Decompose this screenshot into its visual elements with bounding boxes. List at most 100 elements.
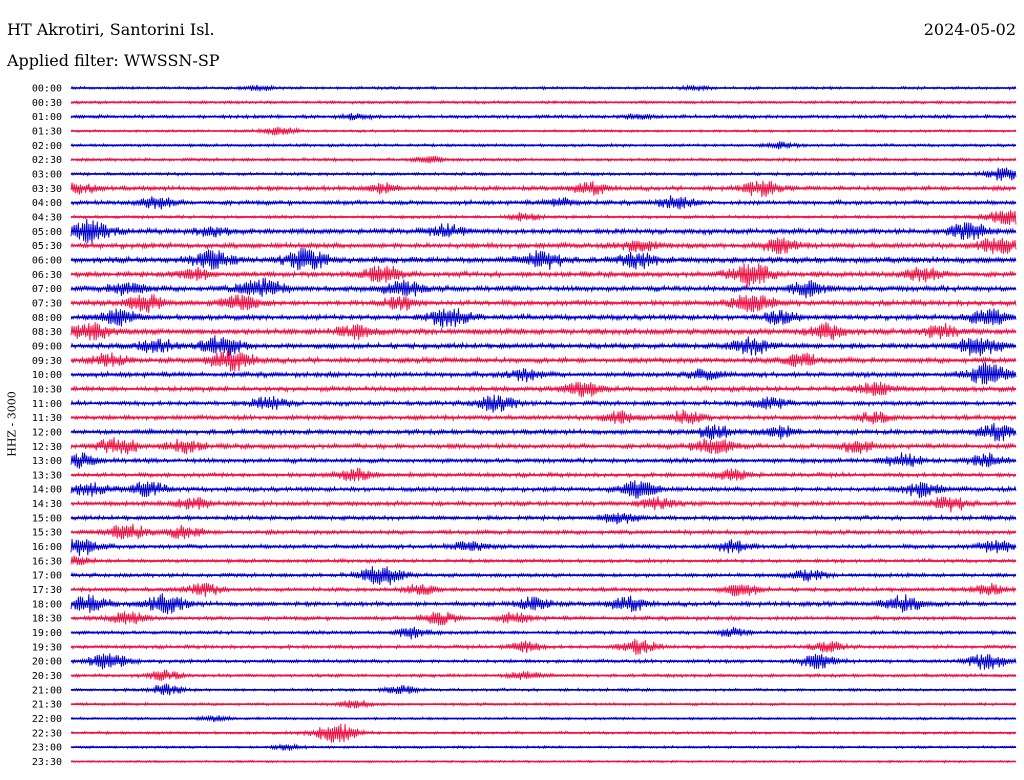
seismic-trace-1030 — [70, 381, 1017, 398]
time-tick-label: 01:30 — [32, 126, 62, 137]
seismic-trace-1900 — [70, 626, 1017, 640]
time-tick-label: 18:30 — [32, 614, 62, 625]
seismic-trace-1000 — [70, 362, 1017, 385]
seismic-trace-0930 — [70, 348, 1017, 372]
time-tick-label: 07:00 — [32, 284, 62, 295]
time-tick-label: 06:00 — [32, 255, 62, 266]
applied-filter-label: Applied filter: WWSSN-SP — [7, 51, 220, 70]
time-tick-label: 10:30 — [32, 384, 62, 395]
seismic-trace-0100 — [70, 112, 1017, 121]
time-tick-label: 02:00 — [32, 141, 62, 152]
time-tick-label: 05:30 — [32, 241, 62, 252]
time-tick-label: 17:00 — [32, 571, 62, 582]
seismic-trace-2130 — [70, 700, 1017, 709]
time-tick-label: 00:30 — [32, 98, 62, 109]
seismic-trace-1830 — [70, 611, 1017, 626]
record-date: 2024-05-02 — [923, 20, 1016, 39]
time-tick-label: 03:30 — [32, 184, 62, 195]
time-tick-label: 22:30 — [32, 728, 62, 739]
time-tick-label: 14:00 — [32, 485, 62, 496]
seismic-trace-2330 — [70, 759, 1017, 764]
time-tick-label: 20:00 — [32, 657, 62, 668]
seismic-trace-0000 — [70, 84, 1017, 93]
seismic-trace-0630 — [70, 263, 1017, 288]
time-tick-label: 21:30 — [32, 700, 62, 711]
seismic-trace-1530 — [70, 523, 1017, 540]
seismic-trace-0900 — [70, 335, 1017, 357]
seismic-trace-1700 — [70, 566, 1017, 586]
seismic-trace-1930 — [70, 638, 1017, 655]
time-tick-label: 23:30 — [32, 757, 62, 768]
time-tick-label: 09:00 — [32, 341, 62, 352]
time-tick-label: 03:00 — [32, 169, 62, 180]
seismic-trace-1430 — [70, 496, 1017, 513]
time-tick-label: 15:30 — [32, 528, 62, 539]
seismic-trace-1400 — [70, 480, 1017, 499]
seismic-trace-0400 — [70, 195, 1017, 210]
time-tick-label: 19:30 — [32, 642, 62, 653]
time-tick-label: 17:30 — [32, 585, 62, 596]
time-tick-label: 18:00 — [32, 599, 62, 610]
seismic-trace-0600 — [70, 248, 1017, 271]
seismic-trace-0800 — [70, 308, 1017, 328]
seismic-trace-1730 — [70, 582, 1017, 597]
time-tick-label: 02:30 — [32, 155, 62, 166]
seismic-trace-0430 — [70, 209, 1017, 226]
time-tick-label: 16:00 — [32, 542, 62, 553]
time-tick-label: 10:00 — [32, 370, 62, 381]
seismic-trace-0230 — [70, 155, 1017, 164]
time-tick-label: 13:00 — [32, 456, 62, 467]
time-tick-label: 06:30 — [32, 270, 62, 281]
time-tick-label: 19:00 — [32, 628, 62, 639]
seismic-trace-2230 — [70, 723, 1017, 743]
time-tick-label: 15:00 — [32, 513, 62, 524]
seismic-trace-0500 — [70, 218, 1017, 244]
time-tick-label: 12:30 — [32, 442, 62, 453]
time-tick-label: 14:30 — [32, 499, 62, 510]
time-tick-label: 08:30 — [32, 327, 62, 338]
seismic-trace-0830 — [70, 321, 1017, 341]
seismic-trace-0530 — [70, 237, 1017, 255]
time-tick-label: 11:00 — [32, 399, 62, 410]
seismic-trace-1230 — [70, 436, 1017, 455]
seismic-trace-0200 — [70, 141, 1017, 150]
time-tick-label: 20:30 — [32, 671, 62, 682]
seismic-trace-1500 — [70, 512, 1017, 525]
seismic-trace-0700 — [70, 277, 1017, 299]
seismic-trace-1330 — [70, 467, 1017, 482]
time-tick-label: 13:30 — [32, 470, 62, 481]
seismic-trace-1600 — [70, 538, 1017, 557]
time-tick-label: 01:00 — [32, 112, 62, 123]
time-tick-label: 22:00 — [32, 714, 62, 725]
time-tick-label: 12:00 — [32, 427, 62, 438]
time-tick-label: 11:30 — [32, 413, 62, 424]
seismic-trace-1100 — [70, 394, 1017, 413]
seismic-trace-1300 — [70, 452, 1017, 469]
seismic-trace-0300 — [70, 167, 1017, 181]
seismic-trace-0030 — [70, 99, 1017, 105]
time-tick-label: 07:30 — [32, 298, 62, 309]
station-title: HT Akrotiri, Santorini Isl. — [7, 20, 215, 39]
seismic-trace-0330 — [70, 180, 1017, 197]
seismic-trace-2100 — [70, 683, 1017, 696]
seismic-trace-0130 — [70, 126, 1017, 136]
time-tick-label: 05:00 — [32, 227, 62, 238]
time-tick-label: 04:00 — [32, 198, 62, 209]
seismic-trace-2030 — [70, 669, 1017, 682]
seismic-trace-2000 — [70, 653, 1017, 670]
time-tick-label: 23:00 — [32, 743, 62, 754]
time-tick-label: 16:30 — [32, 556, 62, 567]
time-tick-label: 09:30 — [32, 356, 62, 367]
time-tick-label: 04:30 — [32, 212, 62, 223]
time-tick-label: 21:00 — [32, 685, 62, 696]
seismic-trace-0730 — [70, 294, 1017, 313]
seismic-trace-1130 — [70, 409, 1017, 425]
seismic-trace-1200 — [70, 422, 1017, 442]
time-tick-label: 08:00 — [32, 313, 62, 324]
seismic-trace-2200 — [70, 714, 1017, 723]
time-tick-label: 00:00 — [32, 84, 62, 95]
seismic-trace-1630 — [70, 555, 1017, 566]
seismic-trace-2300 — [70, 742, 1017, 752]
seismic-trace-1800 — [70, 593, 1017, 615]
